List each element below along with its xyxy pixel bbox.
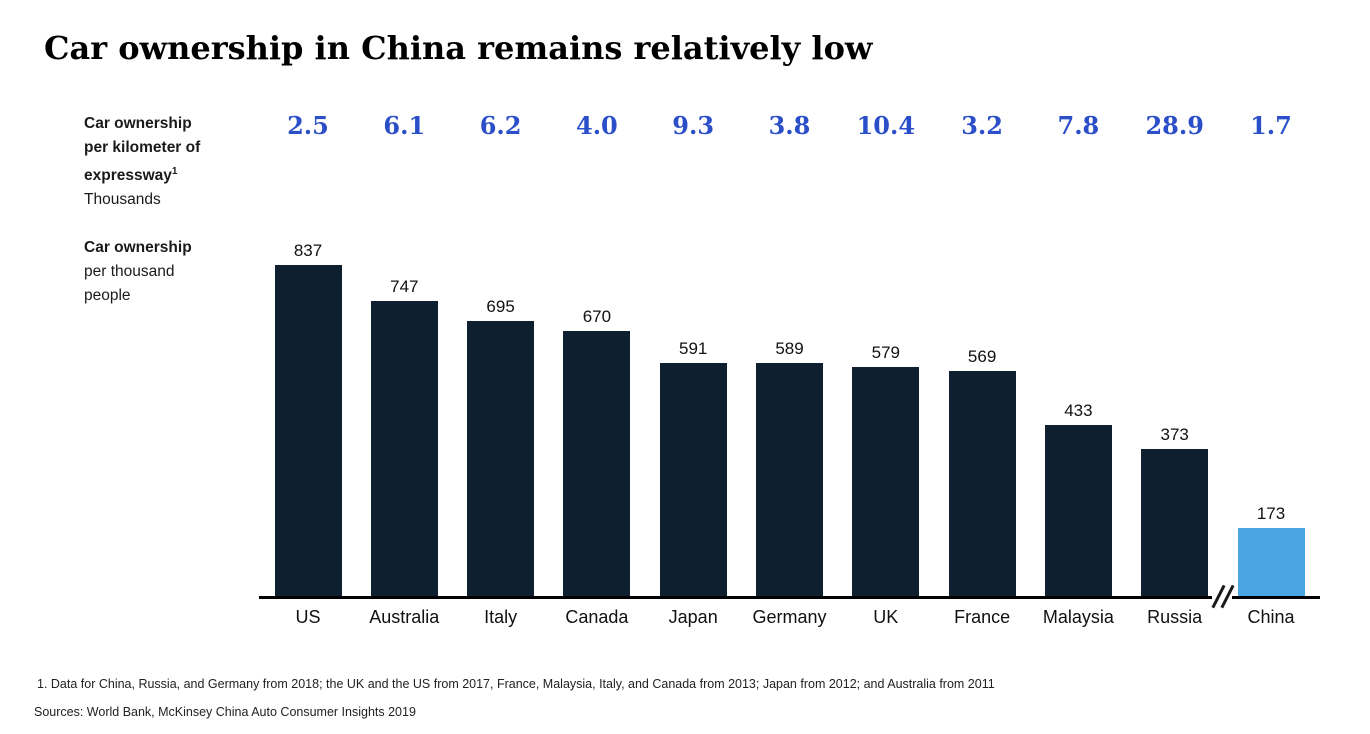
- bar: [948, 371, 1016, 597]
- category-label: China: [1247, 607, 1295, 627]
- x-axis-line: [259, 596, 1320, 599]
- ownership-label-line3: people: [84, 287, 131, 304]
- expressway-value: 7.8: [1057, 111, 1100, 140]
- bar-value-label: 591: [679, 339, 708, 358]
- category-label: Canada: [565, 607, 629, 627]
- expressway-label-line3: expressway1: [84, 160, 200, 188]
- expressway-label-word: expressway: [84, 167, 172, 185]
- bar-value-label: 589: [775, 339, 804, 358]
- footnote: 1. Data for China, Russia, and Germany f…: [37, 677, 995, 691]
- expressway-value: 6.2: [479, 111, 522, 140]
- bar: [1141, 449, 1209, 597]
- bar-value-label: 373: [1160, 425, 1189, 444]
- bar: [370, 301, 438, 597]
- bar: [756, 363, 823, 597]
- bar: [467, 321, 535, 597]
- bar: [852, 367, 920, 597]
- expressway-value: 3.2: [961, 111, 1003, 140]
- expressway-value: 9.3: [672, 111, 715, 140]
- expressway-value: 2.5: [287, 111, 329, 140]
- bar-value-label: 569: [967, 347, 997, 366]
- expressway-value: 4.0: [576, 111, 618, 140]
- expressway-label-line1: Car ownership: [84, 115, 192, 132]
- bar-value-label: 433: [1064, 401, 1093, 420]
- category-label: Italy: [484, 607, 518, 627]
- category-label: Japan: [668, 607, 718, 627]
- expressway-value: 3.8: [768, 111, 811, 140]
- expressway-value: 6.1: [383, 111, 426, 140]
- ownership-axis-label: Car ownership per thousand people: [84, 236, 192, 308]
- expressway-value: 1.7: [1250, 111, 1292, 140]
- bar-value-label: 670: [582, 307, 612, 326]
- ownership-label-line2: per thousand: [84, 263, 175, 280]
- bar: [274, 265, 342, 597]
- axis-break-gap: [1212, 594, 1232, 601]
- bar-value-label: 579: [871, 343, 900, 362]
- footnote-marker: 1: [171, 166, 178, 177]
- category-label: Russia: [1147, 607, 1203, 627]
- expressway-label-unit: Thousands: [84, 191, 161, 209]
- category-label: France: [954, 607, 1011, 627]
- category-label: Germany: [752, 607, 827, 627]
- bar-value-label: 837: [293, 241, 323, 260]
- bar: [1237, 528, 1305, 597]
- ownership-label-line1: Car ownership: [84, 239, 192, 256]
- category-label: US: [295, 607, 321, 627]
- category-label: Australia: [369, 607, 440, 627]
- page-title: Car ownership in China remains relativel…: [44, 29, 873, 68]
- category-label: Malaysia: [1042, 607, 1114, 627]
- sources-line: Sources: World Bank, McKinsey China Auto…: [34, 705, 416, 719]
- expressway-label-line2: per kilometer of: [84, 139, 201, 156]
- category-label: UK: [873, 607, 899, 627]
- bar: [659, 363, 727, 597]
- bar: [563, 331, 631, 597]
- expressway-value: 28.9: [1145, 111, 1204, 140]
- bar-value-label: 695: [486, 297, 515, 316]
- expressway-value: 10.4: [856, 111, 916, 140]
- expressway-axis-label: Car ownership per kilometer of expresswa…: [84, 112, 200, 212]
- bar: [1044, 425, 1112, 597]
- bar-value-label: 173: [1256, 504, 1286, 523]
- bar-value-label: 747: [390, 277, 419, 296]
